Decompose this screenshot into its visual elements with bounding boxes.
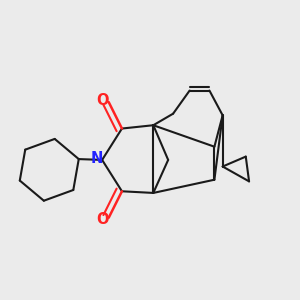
Text: O: O xyxy=(97,93,109,108)
Text: O: O xyxy=(97,212,109,227)
Text: N: N xyxy=(91,151,103,166)
